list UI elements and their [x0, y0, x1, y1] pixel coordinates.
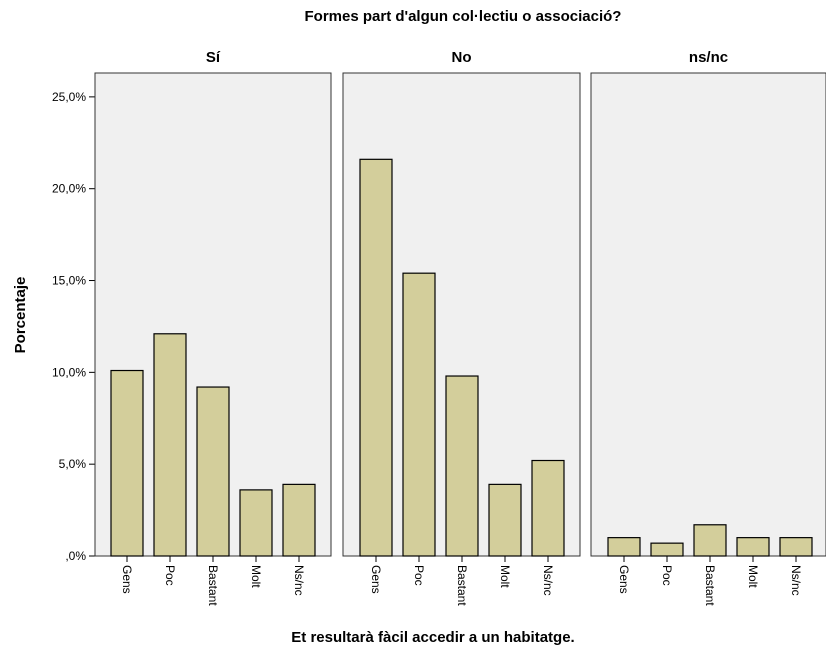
- panel-title: ns/nc: [689, 49, 728, 66]
- x-tick-label: Poc: [412, 565, 426, 586]
- x-tick-label: Ns/nc: [789, 565, 803, 596]
- chart-title: Formes part d'algun col·lectiu o associa…: [305, 8, 622, 25]
- bar: [736, 537, 770, 557]
- bar: [650, 542, 684, 557]
- bar: [402, 272, 436, 557]
- bar: [693, 524, 727, 557]
- bar: [531, 459, 565, 557]
- bar: [445, 375, 479, 557]
- x-tick-label: Bastant: [703, 565, 717, 606]
- x-tick-label: Gens: [617, 565, 631, 594]
- x-tick-label: Molt: [746, 565, 760, 588]
- x-tick-label: Bastant: [455, 565, 469, 606]
- panel-title: No: [452, 49, 472, 66]
- x-tick-label: Gens: [120, 565, 134, 594]
- panel-background: [590, 72, 826, 557]
- panel-1: Sí Gens Poc Bastant Molt Ns/nc: [94, 49, 332, 606]
- panel-title: Sí: [206, 49, 221, 66]
- y-tick-label: 25,0%: [52, 90, 86, 104]
- bar: [488, 483, 522, 557]
- bar: [607, 537, 641, 557]
- bar: [153, 333, 187, 557]
- x-axis-label: Et resultarà fàcil accedir a un habitatg…: [291, 629, 574, 646]
- x-tick-label: Poc: [660, 565, 674, 586]
- x-tick-label: Molt: [498, 565, 512, 588]
- panel-2: No Gens Poc Bastant Molt Ns/nc: [342, 49, 581, 606]
- bar: [282, 483, 316, 557]
- y-axis: ,0% 5,0% 10,0% 15,0% 20,0% 25,0%: [52, 90, 95, 563]
- x-tick-label: Ns/nc: [292, 565, 306, 596]
- bar: [779, 537, 813, 557]
- bar: [359, 158, 393, 557]
- y-tick-label: 15,0%: [52, 274, 86, 288]
- y-tick-label: ,0%: [65, 549, 86, 563]
- x-tick-label: Poc: [163, 565, 177, 586]
- x-tick-label: Molt: [249, 565, 263, 588]
- panel-3: ns/nc Gens Poc Bastant Molt Ns/nc: [590, 49, 826, 606]
- y-tick-label: 5,0%: [59, 457, 87, 471]
- x-tick-label: Ns/nc: [541, 565, 555, 596]
- y-tick-label: 20,0%: [52, 182, 86, 196]
- bar: [196, 386, 230, 557]
- x-tick-label: Gens: [369, 565, 383, 594]
- y-axis-label: Porcentaje: [12, 277, 29, 354]
- y-tick-label: 10,0%: [52, 365, 86, 379]
- bar: [110, 369, 144, 557]
- bar: [239, 489, 273, 557]
- x-tick-label: Bastant: [206, 565, 220, 606]
- chart-panels: Sí Gens Poc Bastant Molt Ns/nc No Gens Poc Bastan…: [94, 49, 826, 606]
